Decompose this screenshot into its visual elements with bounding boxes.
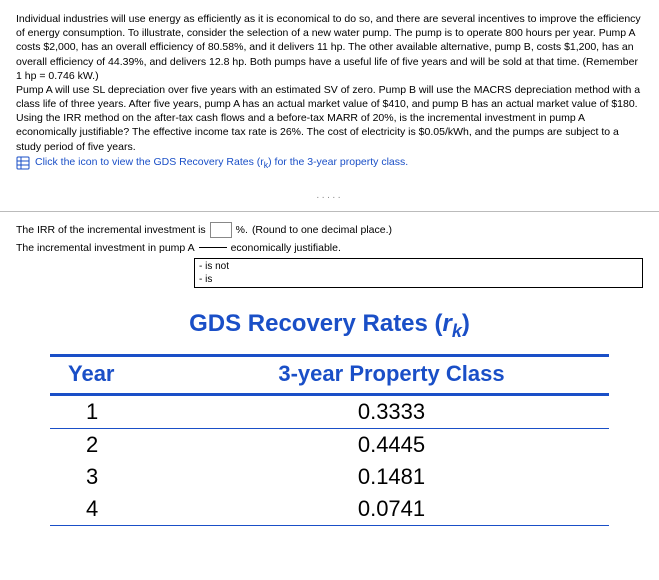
rates-table: Year 3-year Property Class 1 0.3333 2 0.… — [50, 354, 609, 526]
recovery-rates-link[interactable]: Click the icon to view the GDS Recovery … — [16, 156, 643, 170]
rates-title: GDS Recovery Rates (rk) — [50, 310, 609, 342]
recovery-rates-panel: GDS Recovery Rates (rk) Year 3-year Prop… — [50, 310, 609, 526]
irr-answer-line: The IRR of the incremental investment is… — [16, 222, 643, 238]
cell-value: 0.1481 — [174, 461, 609, 493]
justifiable-prefix: The incremental investment in pump A — [16, 242, 195, 254]
col-header-year: Year — [50, 355, 174, 394]
table-row: 3 0.1481 — [50, 461, 609, 493]
table-row: 4 0.0741 — [50, 493, 609, 526]
justifiable-suffix: economically justifiable. — [231, 242, 341, 254]
irr-input[interactable] — [210, 222, 232, 238]
rates-header-row: Year 3-year Property Class — [50, 355, 609, 394]
dropdown-option-is[interactable]: - is — [199, 273, 638, 286]
cell-year: 4 — [50, 493, 174, 526]
problem-para-2: Pump A will use SL depreciation over fiv… — [16, 84, 640, 110]
cell-value: 0.0741 — [174, 493, 609, 526]
irr-label-prefix: The IRR of the incremental investment is — [16, 224, 206, 236]
recovery-rates-link-text: Click the icon to view the GDS Recovery … — [35, 156, 408, 170]
rates-title-text: GDS Recovery Rates ( — [189, 310, 442, 337]
cell-value: 0.3333 — [174, 394, 609, 428]
rates-title-close: ) — [462, 310, 470, 337]
cell-year: 3 — [50, 461, 174, 493]
table-row: 1 0.3333 — [50, 394, 609, 428]
rates-title-sub: k — [452, 321, 462, 341]
table-row: 2 0.4445 — [50, 428, 609, 461]
link-suffix: ) for the 3-year property class. — [268, 156, 408, 168]
problem-para-3: Using the IRR method on the after-tax ca… — [16, 112, 619, 152]
section-separator — [0, 211, 659, 212]
justifiable-blank — [199, 247, 227, 248]
section-divider-dots: ····· — [16, 192, 643, 203]
cell-year: 2 — [50, 428, 174, 461]
cell-year: 1 — [50, 394, 174, 428]
irr-rounding-note: (Round to one decimal place.) — [252, 224, 392, 236]
rates-title-var: r — [443, 310, 452, 337]
answer-section: The IRR of the incremental investment is… — [16, 222, 643, 288]
dropdown-option-is-not[interactable]: - is not — [199, 260, 638, 273]
cell-value: 0.4445 — [174, 428, 609, 461]
problem-para-1: Individual industries will use energy as… — [16, 13, 641, 82]
problem-statement: Individual industries will use energy as… — [16, 12, 643, 154]
justifiable-dropdown[interactable]: - is not - is — [194, 258, 643, 288]
table-bottom-rule — [50, 525, 609, 526]
justifiable-answer-line: The incremental investment in pump A eco… — [16, 242, 643, 254]
table-icon — [16, 156, 30, 170]
link-prefix: Click the icon to view the GDS Recovery … — [35, 156, 264, 168]
col-header-class: 3-year Property Class — [174, 355, 609, 394]
irr-unit: %. — [236, 224, 248, 236]
